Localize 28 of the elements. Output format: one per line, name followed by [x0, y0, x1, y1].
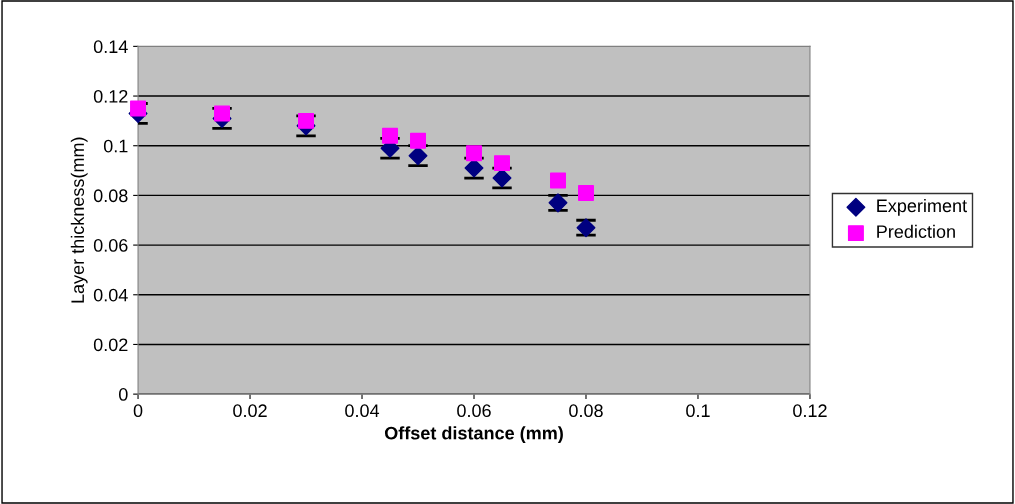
point	[466, 145, 482, 162]
legend-label: Experiment	[877, 198, 967, 216]
point	[382, 127, 398, 144]
point	[298, 112, 315, 129]
y-tick-label: 0.06	[93, 239, 128, 252]
y-axis-title: Layer thickness(mm)	[70, 137, 88, 303]
x-tick-label: 0.02	[233, 404, 267, 418]
point	[578, 184, 594, 201]
x-tick-label: 0	[133, 404, 143, 418]
point	[214, 105, 231, 122]
point	[550, 172, 566, 189]
x-axis-title: Offset distance (mm)	[384, 426, 563, 444]
legend-label: Prediction	[877, 224, 955, 239]
y-tick-label: 0.12	[93, 89, 128, 103]
x-tick-label: 0.08	[569, 404, 603, 418]
y-tick-label: 0.1	[103, 139, 128, 153]
y-tick-label: 0.14	[93, 40, 128, 54]
y-tick-label: 0	[118, 388, 128, 401]
x-tick-label: 0.06	[457, 404, 491, 418]
point	[130, 100, 147, 117]
point	[494, 155, 510, 172]
y-tick-label: 0.04	[93, 288, 128, 302]
x-tick-label: 0.12	[793, 404, 827, 418]
x-tick-label: 0.1	[686, 404, 710, 418]
y-tick-label: 0.02	[93, 338, 128, 352]
x-tick-label: 0.04	[345, 404, 380, 418]
point	[410, 132, 426, 149]
y-tick-label: 0.08	[93, 189, 128, 203]
